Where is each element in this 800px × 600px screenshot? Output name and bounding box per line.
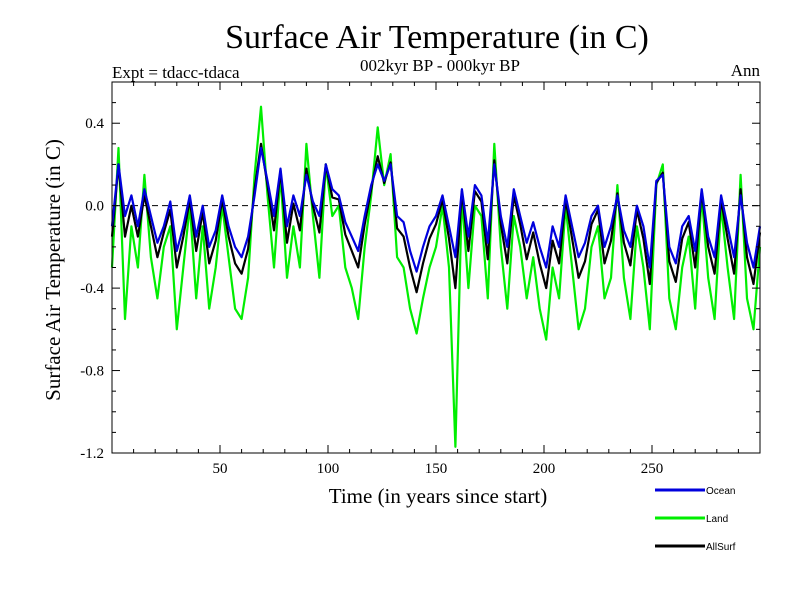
legend-label-allsurf: AllSurf [706,542,736,553]
y-tick-label: 0.4 [85,116,104,132]
legend-label-land: Land [706,514,728,525]
series-line-land [110,105,762,448]
axis-ticks: 50 100 150 200 250 0.4 0.0 -0.4 -0.8 -1.2 [80,81,760,477]
plot-area: 50 100 150 200 250 0.4 0.0 -0.4 -0.8 -1.2 [80,81,762,477]
chart-subtitle: 002kyr BP - 000kyr BP [360,56,520,75]
chart-title: Surface Air Temperature (in C) [225,19,649,56]
y-tick-label: -0.8 [80,364,104,380]
y-axis-title: Surface Air Temperature (in C) [41,139,65,401]
x-tick-label: 50 [213,461,228,477]
y-tick-label: -0.4 [80,281,104,297]
series-lines [110,105,762,448]
legend: Ocean Land AllSurf [655,486,736,553]
season-label: Ann [731,61,761,80]
y-tick-label: 0.0 [85,199,104,215]
x-tick-label: 150 [425,461,448,477]
experiment-label: Expt = tdacc-tdaca [112,63,240,82]
x-tick-label: 200 [533,461,556,477]
legend-label-ocean: Ocean [706,486,735,497]
x-tick-label: 250 [641,461,664,477]
series-line-ocean [110,146,762,273]
x-tick-label: 100 [317,461,340,477]
x-axis-title: Time (in years since start) [329,484,548,508]
y-tick-label: -1.2 [80,446,104,462]
